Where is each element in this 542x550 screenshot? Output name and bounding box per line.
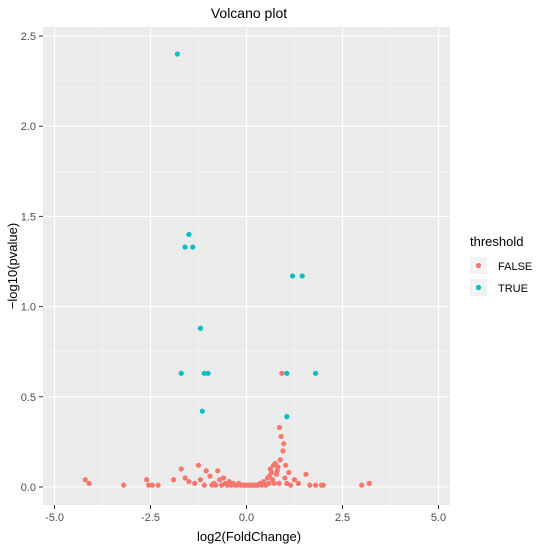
legend-label-false: FALSE <box>498 261 532 273</box>
y-tick-label: 2.5 <box>21 31 36 43</box>
point-false <box>288 482 294 488</box>
point-false <box>295 480 301 486</box>
point-true <box>178 370 184 376</box>
point-false <box>182 475 188 481</box>
point-false <box>272 460 278 467</box>
point-true <box>190 244 196 250</box>
point-true <box>284 370 290 376</box>
point-false <box>366 480 372 486</box>
point-false <box>192 480 198 486</box>
point-true <box>186 231 192 238</box>
y-axis-ticks: 0.0 0.5 1.0 1.5 2.0 2.5 <box>21 31 43 494</box>
point-true <box>284 414 290 420</box>
plot-title: Volcano plot <box>211 5 287 21</box>
point-false <box>359 482 365 488</box>
x-axis-ticks: -5.0 -2.5 0.0 2.5 5.0 <box>45 505 446 524</box>
point-false <box>203 468 209 474</box>
legend-label-true: TRUE <box>498 283 528 295</box>
point-false <box>280 448 286 454</box>
legend: threshold FALSE TRUE <box>470 234 532 296</box>
point-false <box>271 480 277 486</box>
point-false <box>283 462 289 468</box>
data-points <box>82 51 372 488</box>
y-axis-title: −log10(pvalue) <box>5 223 20 309</box>
point-false <box>313 482 319 488</box>
legend-swatch-true <box>475 284 482 291</box>
x-tick-label: 0.0 <box>239 512 254 524</box>
point-true <box>201 370 207 376</box>
point-false <box>268 469 275 476</box>
point-false <box>86 480 92 486</box>
point-false <box>207 473 213 479</box>
point-true <box>197 325 204 331</box>
point-false <box>279 370 285 376</box>
point-false <box>195 462 202 468</box>
x-tick-label: 5.0 <box>431 512 446 524</box>
point-false <box>121 482 127 488</box>
point-false <box>215 468 221 474</box>
y-tick-label: 2.0 <box>21 121 36 133</box>
point-false <box>320 482 326 488</box>
point-true <box>182 244 188 250</box>
legend-swatch-false <box>475 262 482 269</box>
point-false <box>149 482 156 488</box>
point-false <box>170 477 177 483</box>
point-false <box>144 477 150 483</box>
y-tick-label: 1.0 <box>21 302 36 314</box>
point-false <box>291 477 298 483</box>
point-false <box>303 471 309 477</box>
point-false <box>213 482 219 488</box>
point-false <box>197 477 204 483</box>
point-false <box>278 433 284 440</box>
point-true <box>199 408 205 414</box>
x-tick-label: -5.0 <box>45 512 64 524</box>
point-false <box>145 482 152 488</box>
point-false <box>186 478 192 485</box>
x-tick-label: -2.5 <box>141 512 160 524</box>
point-false <box>281 441 287 447</box>
point-false <box>277 457 283 463</box>
point-true <box>299 273 305 279</box>
point-false <box>276 480 282 486</box>
x-tick-label: 2.5 <box>335 512 350 524</box>
point-false <box>275 464 281 470</box>
point-false <box>201 482 207 488</box>
point-false <box>220 475 227 481</box>
point-false <box>82 477 88 483</box>
point-true <box>205 370 211 376</box>
point-false <box>282 475 288 481</box>
point-false <box>276 424 283 431</box>
point-true <box>174 51 180 57</box>
y-tick-label: 1.5 <box>21 211 36 223</box>
x-axis-title: log2(FoldChange) <box>197 529 301 544</box>
y-tick-label: 0.0 <box>21 482 36 494</box>
point-true <box>313 370 319 376</box>
point-false <box>307 482 313 488</box>
point-false <box>286 469 292 476</box>
point-false <box>155 482 161 488</box>
point-true <box>289 273 296 279</box>
point-false <box>178 466 184 472</box>
point-false <box>266 480 272 486</box>
y-tick-label: 0.5 <box>21 392 36 404</box>
legend-title: threshold <box>470 234 523 249</box>
